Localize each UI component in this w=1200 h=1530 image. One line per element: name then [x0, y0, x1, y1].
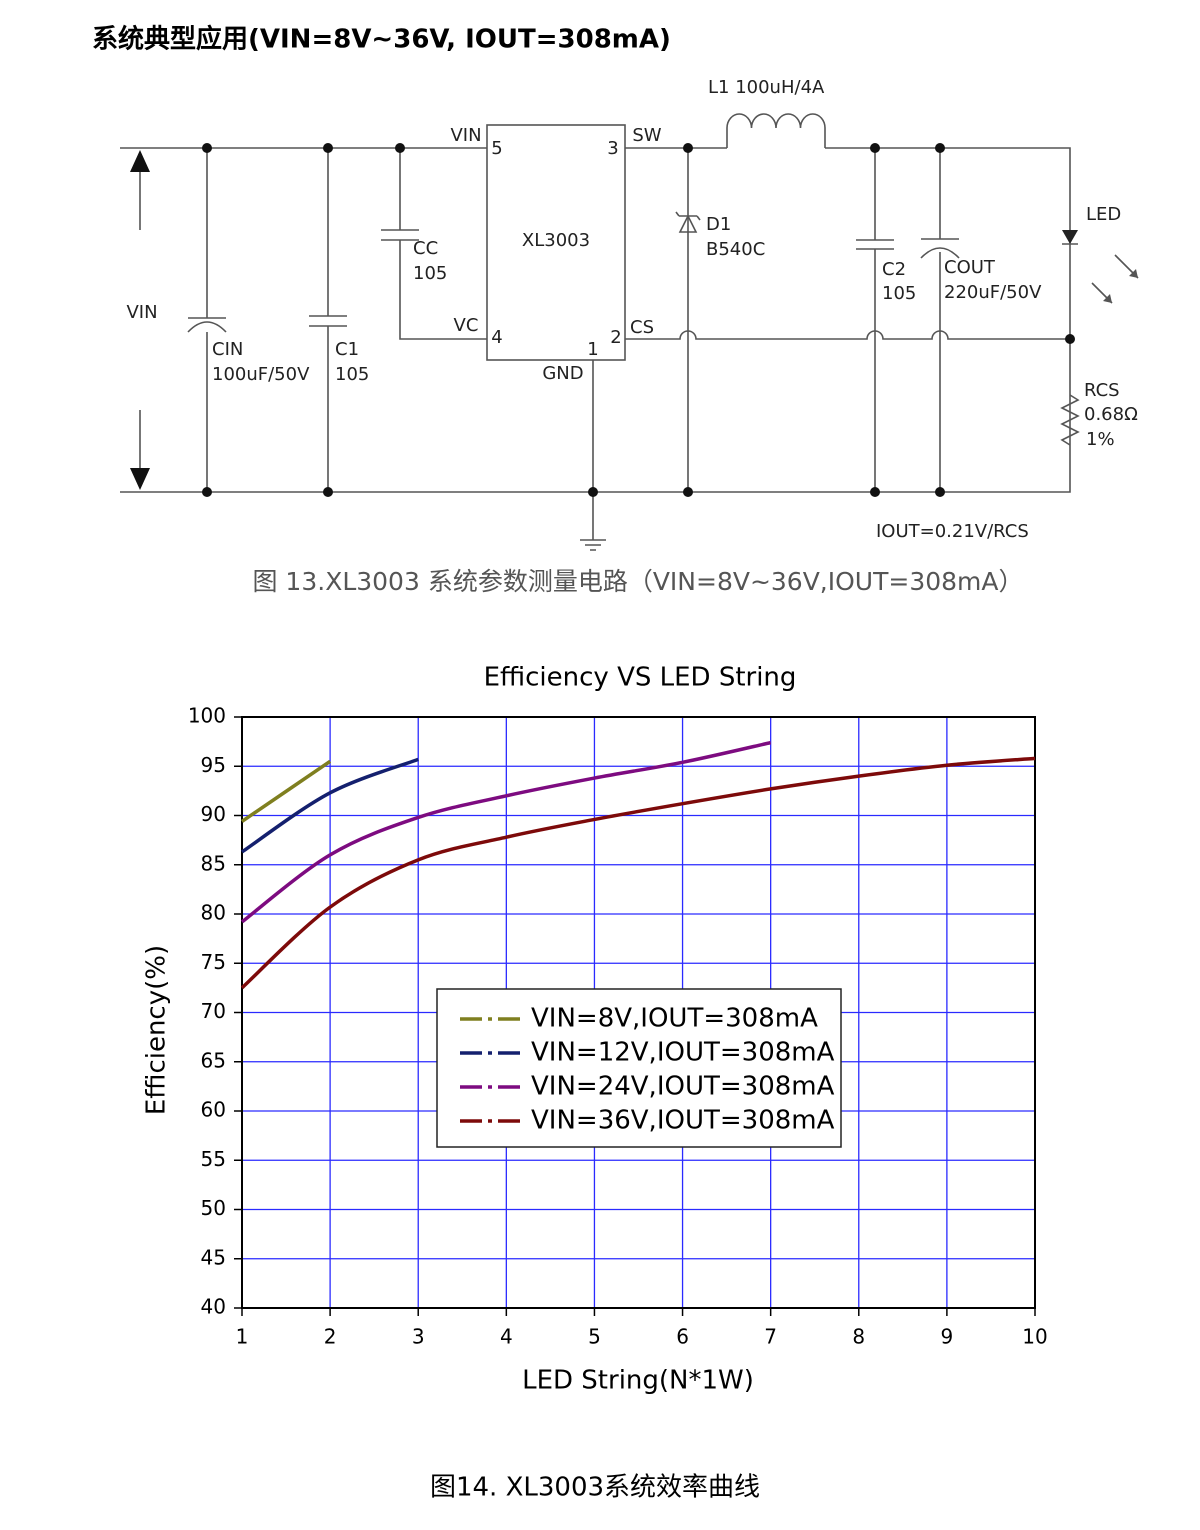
series-line — [241, 757, 419, 854]
y-axis-label: Efficiency(%) — [142, 945, 172, 1115]
circuit-label: LED — [1086, 204, 1121, 225]
circuit-label: XL3003 — [522, 230, 590, 251]
x-tick-label: 6 — [676, 1325, 689, 1349]
junction — [683, 143, 693, 153]
junction — [683, 487, 693, 497]
series-line — [240, 756, 1036, 990]
circuit-label: VIN — [450, 125, 481, 146]
chart: Efficiency VS LED String LED String(N*1W)… — [142, 663, 1048, 1396]
junctions — [202, 143, 1075, 497]
y-tick-label: 70 — [201, 999, 226, 1023]
circuit-label: CIN — [212, 339, 243, 360]
y-tick-label: 55 — [201, 1147, 226, 1171]
circuit-label: 1% — [1086, 429, 1115, 450]
circuit-label: RCS — [1084, 380, 1120, 401]
junction — [323, 143, 333, 153]
circuit-label: L1 100uH/4A — [708, 77, 825, 98]
y-tick-label: 60 — [201, 1098, 226, 1122]
circuit-label: COUT — [944, 257, 996, 278]
junction — [323, 487, 333, 497]
circuit-label: 5 — [491, 138, 502, 159]
led-arrows — [1103, 269, 1138, 303]
junction — [202, 143, 212, 153]
legend-label: VIN=36V,IOUT=308mA — [531, 1106, 835, 1136]
junction — [395, 143, 405, 153]
circuit-caption: 图 13.XL3003 系统参数测量电路（VIN=8V~36V,IOUT=308… — [252, 567, 1023, 596]
circuit-label: 2 — [610, 327, 621, 348]
x-tick-label: 1 — [236, 1325, 249, 1349]
circuit-label: VIN — [126, 302, 157, 323]
x-tick-label: 7 — [764, 1325, 777, 1349]
x-tick-label: 8 — [852, 1325, 865, 1349]
x-tick-label: 9 — [941, 1325, 954, 1349]
circuit-label: 105 — [335, 364, 369, 385]
y-tick-label: 45 — [201, 1245, 226, 1269]
circuit-label: C2 — [882, 259, 906, 280]
junction — [1065, 334, 1075, 344]
circuit-label: SW — [632, 125, 661, 146]
circuit-label: 3 — [607, 138, 618, 159]
led-bar — [1062, 243, 1139, 304]
circuit-label: 100uF/50V — [212, 364, 310, 385]
x-tick-label: 4 — [500, 1325, 513, 1349]
y-tick-label: 65 — [201, 1048, 226, 1072]
circuit-label: 1 — [587, 339, 598, 360]
circuit-label: 105 — [882, 283, 916, 304]
circuit-label: 4 — [491, 327, 502, 348]
circuit-label: C1 — [335, 339, 359, 360]
y-tick-label: 95 — [201, 753, 226, 777]
ground — [580, 539, 606, 551]
diode — [678, 214, 698, 233]
circuit-label: GND — [542, 363, 583, 384]
circuit-label: B540C — [706, 239, 765, 260]
chart-title: Efficiency VS LED String — [484, 663, 797, 693]
legend-label: VIN=12V,IOUT=308mA — [531, 1038, 835, 1068]
legend-label: VIN=24V,IOUT=308mA — [531, 1072, 835, 1102]
circuit-label: 220uF/50V — [944, 282, 1042, 303]
circuit-label: 105 — [413, 263, 447, 284]
capacitors — [187, 229, 960, 333]
x-tick-label: 10 — [1022, 1325, 1047, 1349]
y-tick-label: 80 — [201, 901, 226, 925]
y-tick-label: 85 — [201, 851, 226, 875]
y-tick-label: 90 — [201, 802, 226, 826]
led — [1062, 230, 1078, 244]
footer-caption: 图14. XL3003系统效率曲线 — [430, 1473, 760, 1503]
junction — [935, 487, 945, 497]
junction — [588, 487, 598, 497]
chip — [486, 124, 626, 361]
x-axis-label: LED String(N*1W) — [522, 1366, 754, 1396]
y-tick-label: 75 — [201, 950, 226, 974]
y-tick-label: 40 — [201, 1295, 226, 1319]
y-tick-label: 100 — [188, 704, 226, 728]
circuit-label: 0.68Ω — [1084, 404, 1138, 425]
circuit-label: D1 — [706, 214, 731, 235]
inductor — [726, 113, 826, 148]
header-title: 系统典型应用(VIN=8V~36V, IOUT=308mA) — [92, 24, 671, 55]
x-tick-label: 3 — [412, 1325, 425, 1349]
cs-line — [625, 330, 1070, 340]
circuit-label: CS — [630, 317, 654, 338]
circuit-label: VC — [454, 315, 479, 336]
series-line — [241, 759, 332, 823]
series-line — [240, 740, 772, 924]
resistor — [1060, 394, 1080, 446]
x-tick-label: 5 — [588, 1325, 601, 1349]
circuit-label: CC — [413, 238, 438, 259]
diode-bar — [675, 211, 701, 221]
legend-label: VIN=8V,IOUT=308mA — [531, 1004, 818, 1034]
plot-frame — [241, 716, 1036, 1309]
junction — [870, 143, 880, 153]
wires — [120, 147, 1071, 540]
x-tick-label: 2 — [324, 1325, 337, 1349]
junction — [870, 487, 880, 497]
junction — [202, 487, 212, 497]
y-tick-label: 50 — [201, 1196, 226, 1220]
junction — [935, 143, 945, 153]
circuit-label: IOUT=0.21V/RCS — [876, 521, 1029, 542]
